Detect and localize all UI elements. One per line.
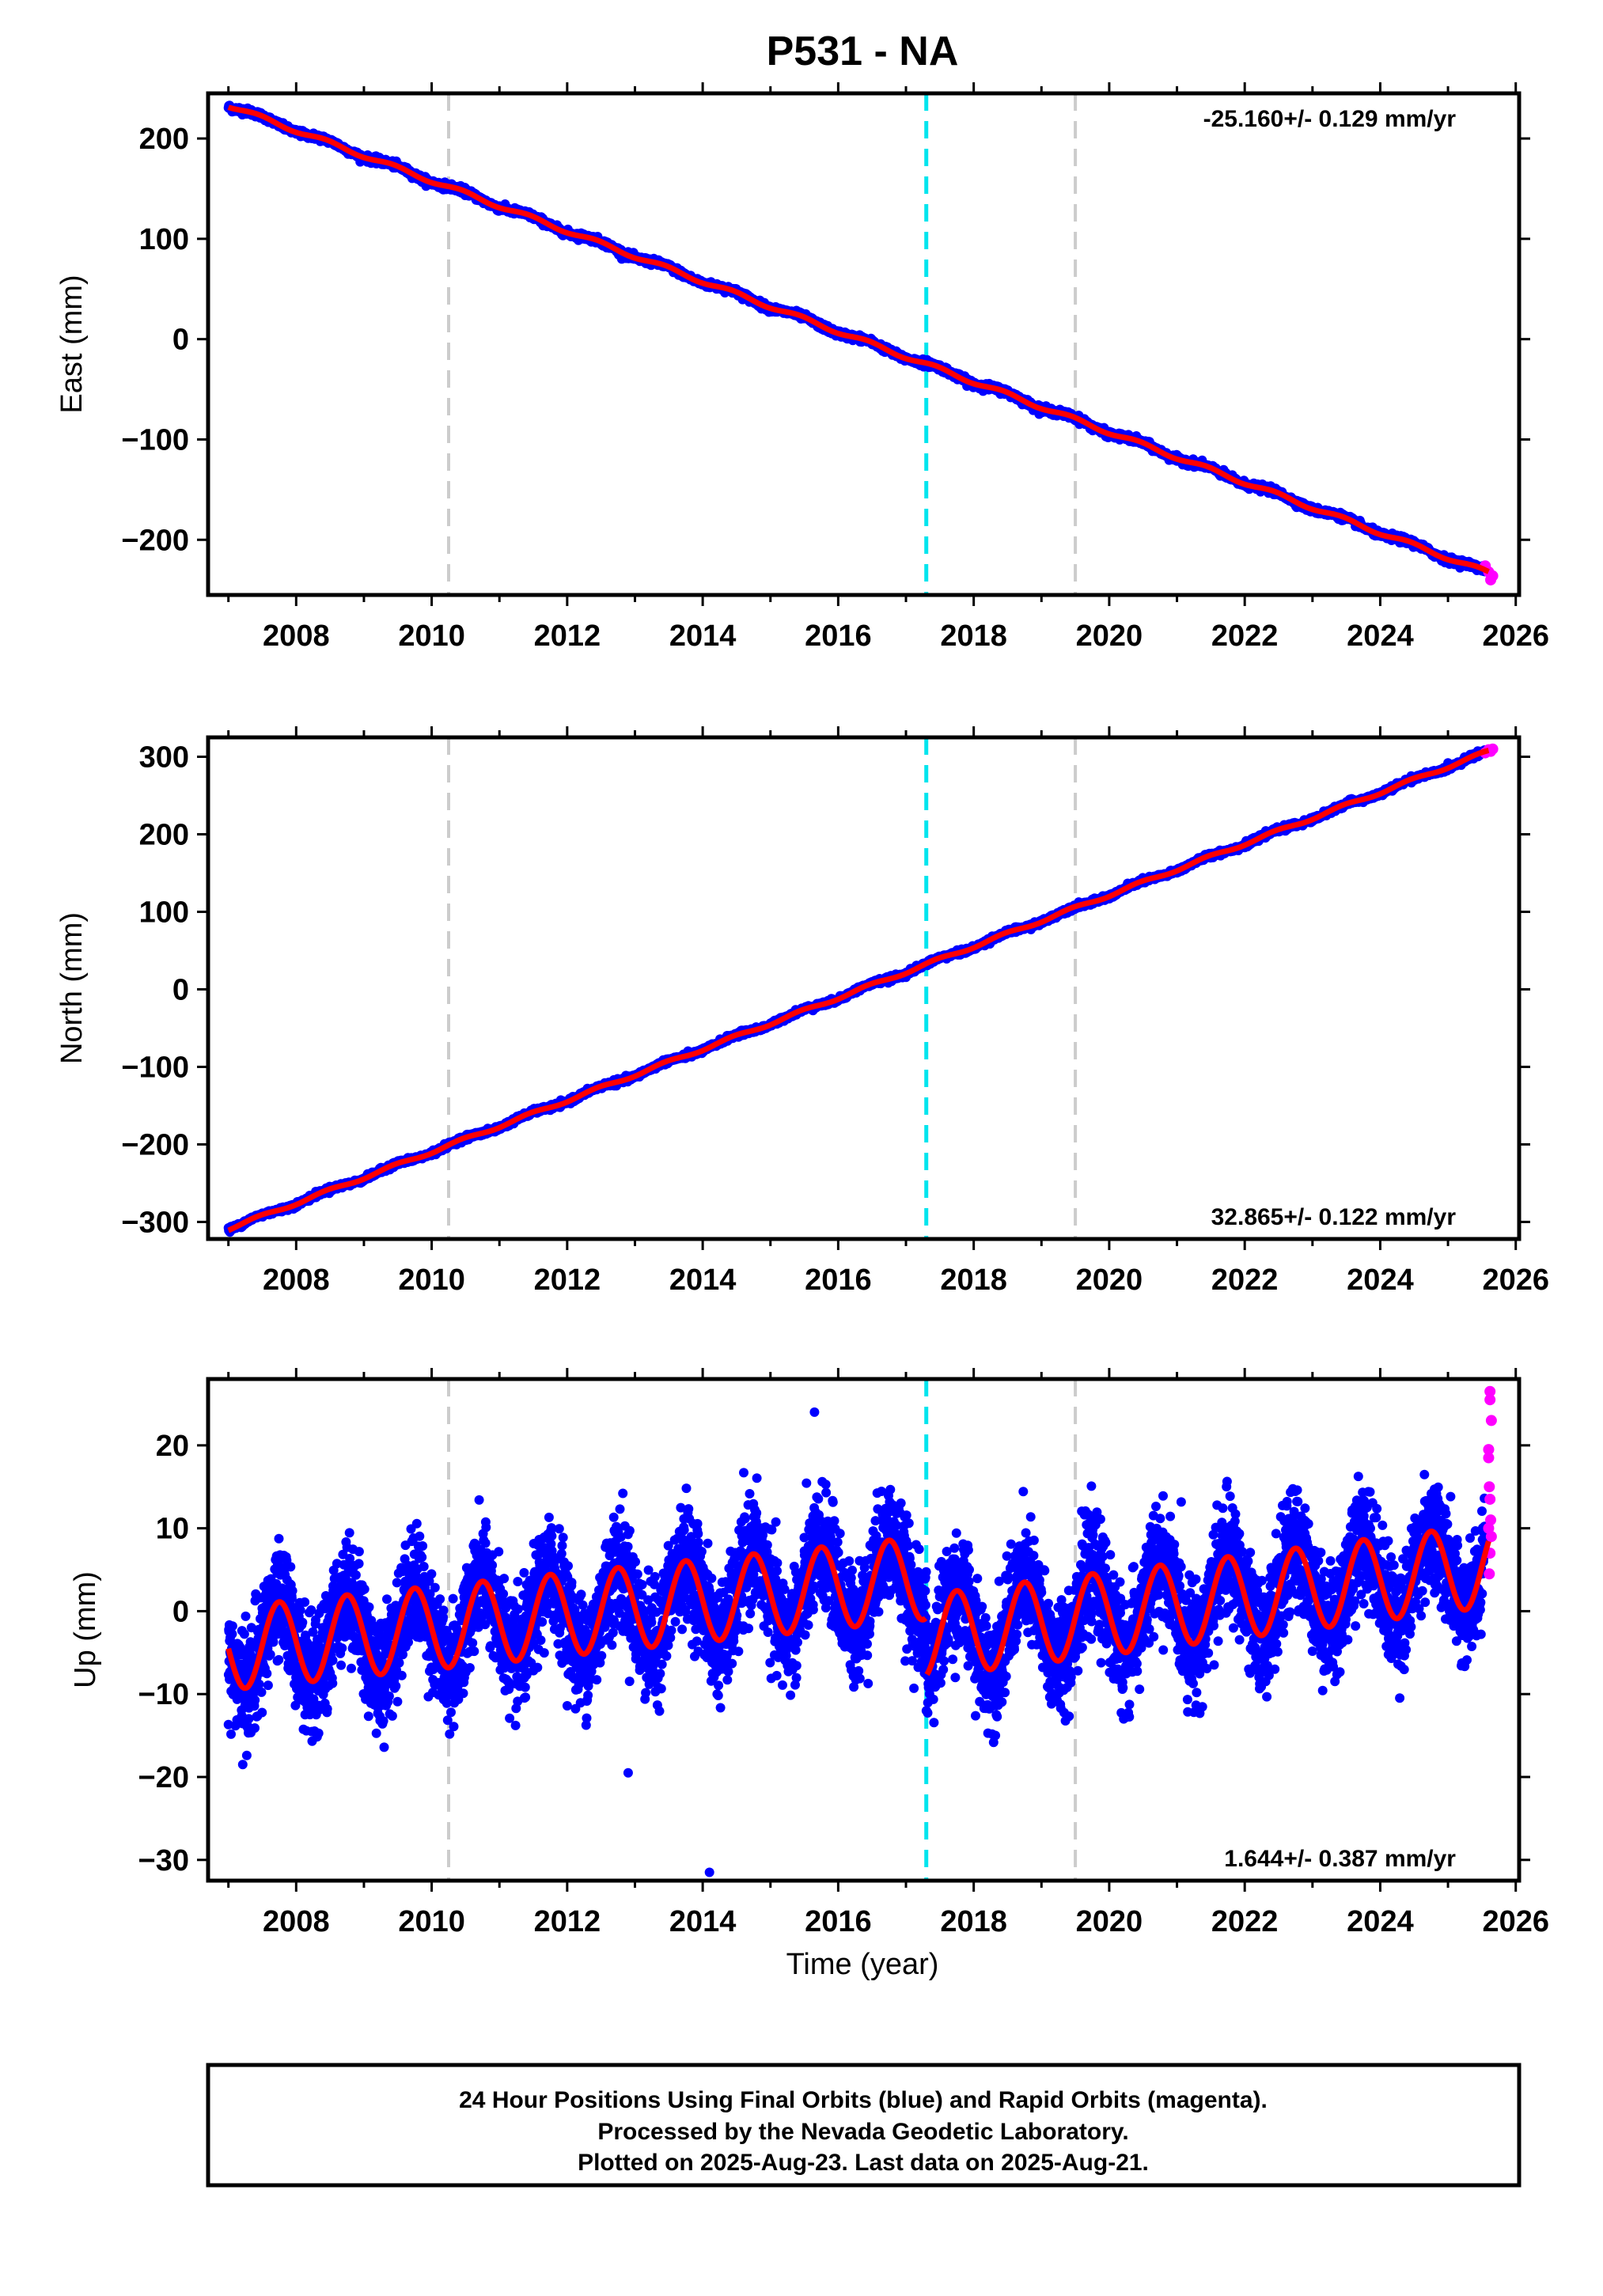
east-rate-label: -25.160+/- 0.129 mm/yr bbox=[1203, 106, 1457, 132]
east-xtick-label: 2008 bbox=[263, 619, 330, 653]
east-ytick-label: 200 bbox=[139, 123, 189, 156]
east-rapid-point bbox=[1487, 570, 1499, 582]
east-y-axis-label: East (mm) bbox=[55, 275, 89, 413]
east-xtick-label: 2016 bbox=[805, 619, 872, 653]
east-ytick-label: −200 bbox=[121, 524, 189, 557]
east-ytick-label: 100 bbox=[139, 223, 189, 256]
east-xtick-label: 2010 bbox=[398, 619, 465, 653]
east-plot-area bbox=[223, 93, 1499, 595]
east-xtick-label: 2014 bbox=[669, 619, 737, 653]
east-ytick-label: 0 bbox=[172, 324, 189, 357]
east-xtick-label: 2020 bbox=[1076, 619, 1143, 653]
east-panel: 2008 2010 2012 2014 2016 2018 2020 2022 2024 2026… bbox=[55, 82, 1549, 653]
east-xtick-label: 2012 bbox=[534, 619, 601, 653]
east-xtick-label: 2022 bbox=[1211, 619, 1279, 653]
east-ytick-label: −100 bbox=[121, 423, 189, 457]
east-xtick-label: 2024 bbox=[1347, 619, 1414, 653]
chart-title: P531 - NA bbox=[767, 28, 959, 74]
east-xtick-label: 2018 bbox=[940, 619, 1007, 653]
east-xtick-label: 2026 bbox=[1482, 619, 1549, 653]
